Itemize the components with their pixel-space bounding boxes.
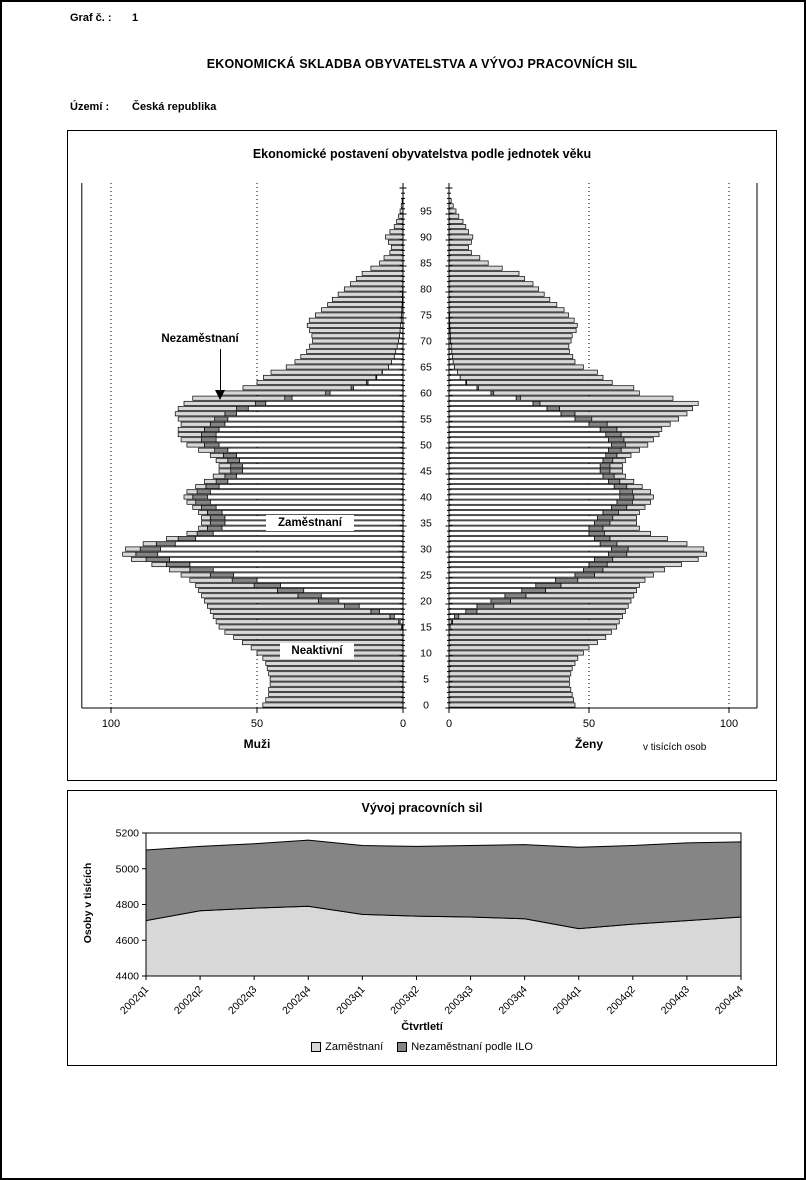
annotation-arrow-head xyxy=(215,390,225,400)
svg-text:2004q3: 2004q3 xyxy=(659,984,692,1017)
svg-text:20: 20 xyxy=(420,596,432,608)
svg-text:4600: 4600 xyxy=(116,935,140,947)
x-axis-title: Čtvrtletí xyxy=(401,1021,443,1033)
svg-text:2004q4: 2004q4 xyxy=(713,984,746,1017)
graf-label: Graf č. : xyxy=(70,12,112,24)
svg-text:55: 55 xyxy=(420,414,432,426)
svg-text:70: 70 xyxy=(420,336,432,348)
legend-label-unemployed: Nezaměstnaní podle ILO xyxy=(411,1041,533,1053)
svg-text:2003q2: 2003q2 xyxy=(388,984,421,1017)
svg-text:75: 75 xyxy=(420,310,432,322)
svg-text:2003q4: 2003q4 xyxy=(496,984,529,1017)
territory-label: Území : xyxy=(70,101,110,113)
svg-text:2002q1: 2002q1 xyxy=(118,984,151,1017)
svg-text:2002q4: 2002q4 xyxy=(280,984,313,1017)
labor-force-plot: 4400 4600 4800 5000 5200 2002q1 2002q2 2002q3 20… xyxy=(116,828,747,1017)
svg-text:2003q1: 2003q1 xyxy=(334,984,367,1017)
graf-number: 1 xyxy=(132,12,139,24)
svg-text:2002q2: 2002q2 xyxy=(172,984,205,1017)
svg-text:30: 30 xyxy=(420,544,432,556)
annotation-unemployed: Nezaměstnaní xyxy=(148,331,252,347)
svg-text:4800: 4800 xyxy=(116,899,140,911)
svg-text:45: 45 xyxy=(420,466,432,478)
y-axis-title: Osoby v tisících xyxy=(82,862,94,944)
svg-text:10: 10 xyxy=(420,648,432,660)
units-note: v tisících osob xyxy=(643,742,707,753)
svg-text:50: 50 xyxy=(420,440,432,452)
svg-text:40: 40 xyxy=(420,492,432,504)
svg-text:2004q1: 2004q1 xyxy=(551,984,584,1017)
legend-swatch-unemployed xyxy=(397,1042,408,1052)
svg-text:2004q2: 2004q2 xyxy=(605,984,638,1017)
main-title: EKONOMICKÁ SKLADBA OBYVATELSTVA A VÝVOJ … xyxy=(206,57,638,71)
women-axis-label: Ženy xyxy=(574,737,603,751)
svg-text:4400: 4400 xyxy=(116,971,140,983)
pyramid-chart-box: 0 5 10 15 20 25 30 35 40 45 50 55 60 65 70 75 80 85 90 95 0 0… xyxy=(67,130,777,781)
annotation-inactive: Neaktivní xyxy=(280,643,354,659)
svg-text:80: 80 xyxy=(420,284,432,296)
svg-text:85: 85 xyxy=(420,258,432,270)
svg-text:100: 100 xyxy=(102,718,120,730)
svg-text:0: 0 xyxy=(446,718,452,730)
svg-text:50: 50 xyxy=(251,718,263,730)
svg-text:5: 5 xyxy=(423,674,429,686)
svg-text:0: 0 xyxy=(400,718,406,730)
svg-text:15: 15 xyxy=(420,622,432,634)
svg-text:90: 90 xyxy=(420,232,432,244)
men-axis-label: Muži xyxy=(243,737,271,751)
svg-text:0: 0 xyxy=(423,700,429,712)
annotation-arrow-line xyxy=(220,349,221,391)
svg-text:2003q3: 2003q3 xyxy=(442,984,475,1017)
svg-text:5000: 5000 xyxy=(116,863,140,875)
svg-text:95: 95 xyxy=(420,206,432,218)
svg-text:50: 50 xyxy=(583,718,595,730)
svg-text:25: 25 xyxy=(420,570,432,582)
svg-text:60: 60 xyxy=(420,388,432,400)
pyramid-title: Ekonomické postavení obyvatelstva podle … xyxy=(252,147,592,161)
labor-force-title: Vývoj pracovních sil xyxy=(361,801,483,815)
svg-text:100: 100 xyxy=(720,718,738,730)
svg-text:2002q3: 2002q3 xyxy=(226,984,259,1017)
svg-text:5200: 5200 xyxy=(116,828,140,840)
labor-force-chart-box: 4400 4600 4800 5000 5200 2002q1 2002q2 2002q3 20… xyxy=(67,790,777,1066)
legend-swatch-employed xyxy=(311,1042,322,1052)
territory-value: Česká republika xyxy=(132,101,217,113)
svg-text:65: 65 xyxy=(420,362,432,374)
legend-item-employed: Zaměstnaní xyxy=(311,1041,383,1053)
svg-text:35: 35 xyxy=(420,518,432,530)
graf-header: Graf č. : 1 xyxy=(70,12,138,24)
legend-label-employed: Zaměstnaní xyxy=(325,1041,384,1053)
legend-item-unemployed: Nezaměstnaní podle ILO xyxy=(397,1041,533,1053)
territory-row: Území : Česká republika xyxy=(70,101,216,113)
pyramid-plot: 0 5 10 15 20 25 30 35 40 45 50 55 60 65 70 75 80 85 90 95 0 0… xyxy=(81,183,758,730)
legend: Zaměstnaní Nezaměstnaní podle ILO xyxy=(68,1041,776,1053)
annotation-employed: Zaměstnaní xyxy=(266,515,354,531)
